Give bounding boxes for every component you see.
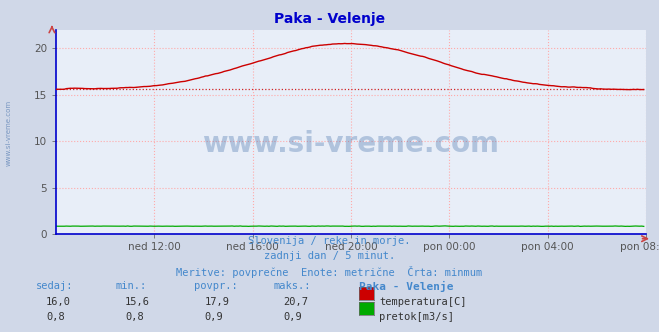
Text: 16,0: 16,0 bbox=[46, 297, 71, 307]
Text: www.si-vreme.com: www.si-vreme.com bbox=[5, 100, 11, 166]
Text: maks.:: maks.: bbox=[273, 281, 311, 290]
Text: Paka - Velenje: Paka - Velenje bbox=[359, 281, 453, 291]
Text: 0,9: 0,9 bbox=[204, 312, 223, 322]
Text: 0,9: 0,9 bbox=[283, 312, 302, 322]
Text: Slovenija / reke in morje.: Slovenija / reke in morje. bbox=[248, 236, 411, 246]
Text: 20,7: 20,7 bbox=[283, 297, 308, 307]
Text: 0,8: 0,8 bbox=[46, 312, 65, 322]
Text: 0,8: 0,8 bbox=[125, 312, 144, 322]
Text: sedaj:: sedaj: bbox=[36, 281, 74, 290]
Text: Paka - Velenje: Paka - Velenje bbox=[274, 12, 385, 26]
Text: temperatura[C]: temperatura[C] bbox=[379, 297, 467, 307]
Text: pretok[m3/s]: pretok[m3/s] bbox=[379, 312, 454, 322]
Text: 15,6: 15,6 bbox=[125, 297, 150, 307]
Text: min.:: min.: bbox=[115, 281, 146, 290]
Text: zadnji dan / 5 minut.: zadnji dan / 5 minut. bbox=[264, 251, 395, 261]
Text: povpr.:: povpr.: bbox=[194, 281, 238, 290]
Text: Meritve: povprečne  Enote: metrične  Črta: minmum: Meritve: povprečne Enote: metrične Črta:… bbox=[177, 266, 482, 278]
Text: 17,9: 17,9 bbox=[204, 297, 229, 307]
Text: www.si-vreme.com: www.si-vreme.com bbox=[202, 130, 500, 158]
